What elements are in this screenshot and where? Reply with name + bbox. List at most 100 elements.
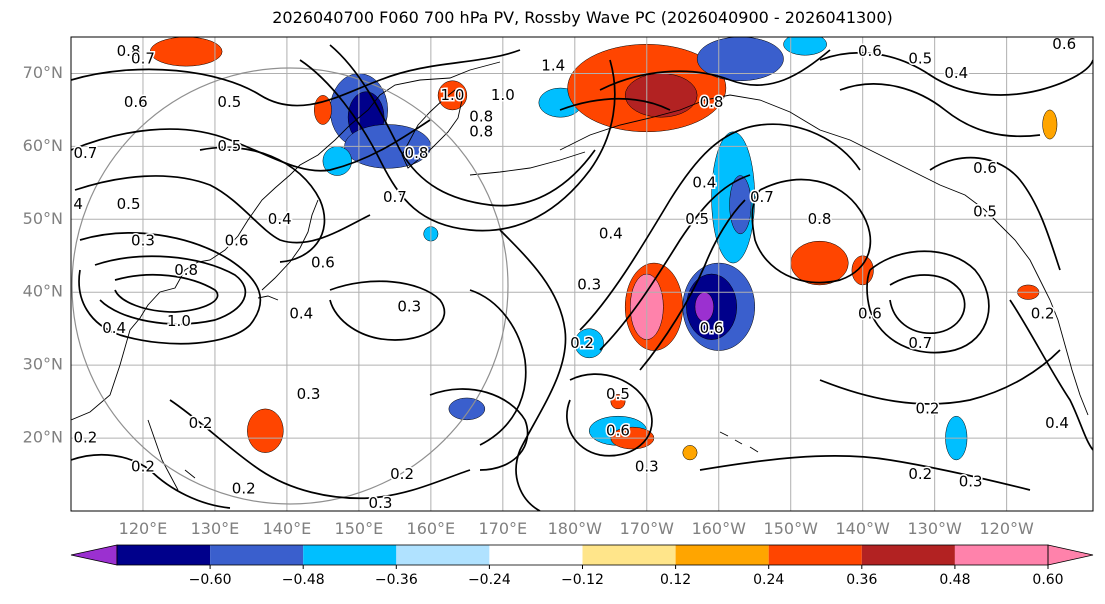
contour-label: 0.5 (685, 210, 709, 228)
contour-label: 0.6 (1052, 35, 1076, 53)
pv-anomaly-patch (247, 408, 284, 453)
contour-line (599, 174, 751, 351)
contour-label: 0.7 (908, 334, 932, 352)
contour-line (169, 399, 471, 500)
contour-label: 0.2 (908, 465, 932, 483)
lon-tick-label: 130°E (191, 519, 240, 538)
pv-anomaly-patch (790, 240, 849, 286)
contour-line (699, 455, 1031, 491)
contour-line (329, 44, 596, 207)
contour-label: 0.3 (577, 275, 601, 293)
contour-label: 1.0 (441, 86, 465, 104)
contour-label: 0.7 (131, 49, 155, 67)
lon-tick-label: 120°E (119, 519, 168, 538)
coastline-alaska (559, 94, 1001, 226)
contour-line (299, 59, 616, 232)
colorbar-segment (861, 545, 955, 565)
coastline-aleutians (469, 151, 586, 176)
lat-tick-label: 60°N (23, 136, 63, 155)
contour-label: 0.3 (369, 494, 393, 512)
colorbar-extend-low (70, 544, 118, 566)
pv-anomaly-patch (448, 397, 486, 421)
contour-label: 0.7 (73, 144, 97, 162)
contour-label: 0.4 (102, 319, 126, 337)
colorbar-tick-label: 0.60 (1032, 572, 1063, 588)
colorbar-segment (117, 545, 211, 565)
contour-line (71, 119, 431, 172)
contour-label: 0.6 (311, 254, 335, 272)
lon-tick-label: 160°E (407, 519, 456, 538)
contour-label: 0.2 (73, 429, 97, 447)
contour-line (94, 255, 247, 325)
lon-tick-label: 180°W (548, 519, 603, 538)
contour-label: 0.2 (189, 414, 213, 432)
contour-label: 0.6 (225, 232, 249, 250)
contour-label: 0.4 (268, 210, 292, 228)
colorbar-tick-label: −0.36 (375, 572, 418, 588)
contour-line (469, 289, 527, 446)
colorbar: −0.60 −0.48 −0.36 −0.24 −0.12 0.12 0.24 0.36 0.4… (70, 544, 1094, 588)
contour-line (819, 349, 1061, 405)
contour-line (599, 49, 831, 91)
pv-anomaly-patch (783, 37, 827, 56)
contour-label: 0.3 (959, 472, 983, 490)
contour-label: 0.3 (131, 232, 155, 250)
contour-label: 0.5 (117, 195, 141, 213)
coastlines (71, 61, 1089, 491)
contour-label: 4 (73, 195, 83, 213)
contour-line (74, 175, 371, 244)
coastline-north-america-west (999, 224, 1089, 416)
contour-label: 0.8 (405, 144, 429, 162)
lat-tick-label: 40°N (23, 282, 63, 301)
contour-label: 0.2 (1031, 305, 1055, 323)
contour-label: 0.8 (469, 122, 493, 140)
contour-line (329, 280, 446, 341)
colorbar-segment (396, 545, 490, 565)
colorbar-segment (210, 545, 304, 565)
contour-line (78, 232, 262, 345)
contour-line (429, 388, 529, 471)
contour-label: 0.5 (606, 385, 630, 403)
lat-tick-label: 30°N (23, 355, 63, 374)
contour-label: 0.7 (383, 188, 407, 206)
colorbar-tick-label: 0.48 (939, 572, 970, 588)
lat-tick-label: 70°N (23, 63, 63, 82)
contour-label: 0.6 (973, 159, 997, 177)
contour-line (889, 274, 966, 334)
colorbar-segment (768, 545, 862, 565)
contour-label: 0.3 (297, 385, 321, 403)
contour-label: 0.8 (469, 108, 493, 126)
contour-label: 1.4 (541, 57, 565, 75)
pv-anomaly-patch (694, 291, 714, 322)
pv-anomaly-patch (624, 73, 698, 118)
colorbar-tick-label: 0.12 (660, 572, 691, 588)
contour-line (639, 199, 746, 371)
contour-label: 1.0 (167, 312, 191, 330)
coastline-kamchatka (401, 89, 463, 169)
contour-label: 0.5 (217, 137, 241, 155)
contour-line (819, 51, 1093, 96)
lat-tick-label: 50°N (23, 209, 63, 228)
contour-label: 0.4 (1045, 414, 1069, 432)
contour-line (929, 156, 1061, 271)
colorbar-segment (954, 545, 1048, 565)
colorbar-tick-label: −0.60 (189, 572, 232, 588)
chart-title: 2026040700 F060 700 hPa PV, Rossby Wave … (272, 8, 893, 27)
contour-label: 0.8 (174, 261, 198, 279)
contour-line (199, 146, 326, 263)
colorbar-segment (303, 545, 397, 565)
contour-line (866, 250, 990, 354)
lon-tick-label: 160°W (692, 519, 747, 538)
contour-label: 0.6 (124, 93, 148, 111)
contour-label: 1.0 (491, 86, 515, 104)
colorbar-tick-label: 0.24 (753, 572, 784, 588)
lon-tick-label: 140°W (836, 519, 891, 538)
contour-line (559, 97, 671, 111)
contour-label: 0.8 (700, 93, 724, 111)
contour-line (71, 49, 521, 107)
contour-label: 0.4 (692, 173, 716, 191)
contour-label: 0.5 (908, 49, 932, 67)
lon-tick-label: 170°W (620, 519, 675, 538)
contour-label: 0.4 (944, 64, 968, 82)
